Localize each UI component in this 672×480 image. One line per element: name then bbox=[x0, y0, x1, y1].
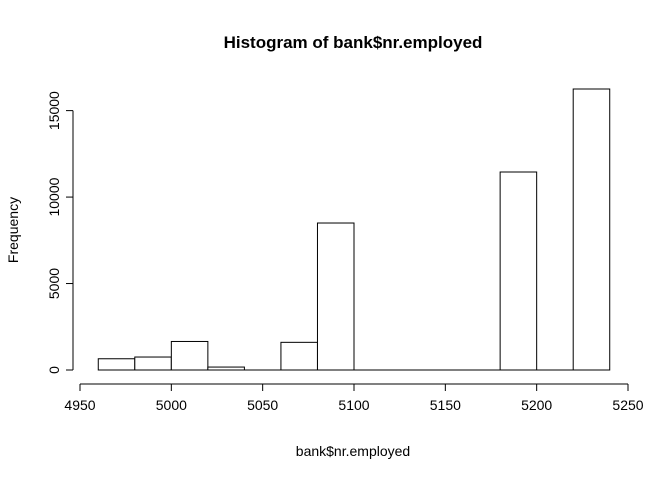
histogram-bar-4980-5000 bbox=[134, 356, 172, 371]
x-tick-label-5150: 5150 bbox=[430, 397, 461, 413]
histogram-bar-4960-4980 bbox=[97, 358, 136, 371]
histogram-bar-5180-5200 bbox=[499, 171, 538, 371]
x-tick-label-5100: 5100 bbox=[338, 397, 369, 413]
histogram-bar-5080-5100 bbox=[316, 222, 355, 371]
chart-title: Histogram of bank$nr.employed bbox=[224, 33, 483, 52]
x-tick-label-5200: 5200 bbox=[521, 397, 552, 413]
x-axis: 4950 5000 5050 5100 5150 5200 5250 bbox=[64, 383, 644, 413]
histogram-bar-5060-5080 bbox=[280, 341, 318, 371]
x-tick-label-5000: 5000 bbox=[156, 397, 187, 413]
y-tick-label-10000: 10000 bbox=[46, 177, 62, 216]
y-tick-label-15000: 15000 bbox=[46, 91, 62, 130]
x-axis-label: bank$nr.employed bbox=[296, 443, 410, 459]
histogram-bar-5220-5240 bbox=[572, 88, 611, 371]
y-tick-label-0: 0 bbox=[46, 366, 62, 374]
x-tick-label-5050: 5050 bbox=[247, 397, 278, 413]
histogram-bar-5000-5020 bbox=[170, 340, 209, 371]
y-axis: 0 5000 10000 15000 bbox=[46, 91, 74, 374]
bars-group bbox=[97, 88, 611, 371]
x-tick-label-4950: 4950 bbox=[64, 397, 95, 413]
y-tick-label-5000: 5000 bbox=[46, 268, 62, 299]
y-axis-label: Frequency bbox=[5, 197, 21, 263]
x-tick-label-5250: 5250 bbox=[612, 397, 643, 413]
